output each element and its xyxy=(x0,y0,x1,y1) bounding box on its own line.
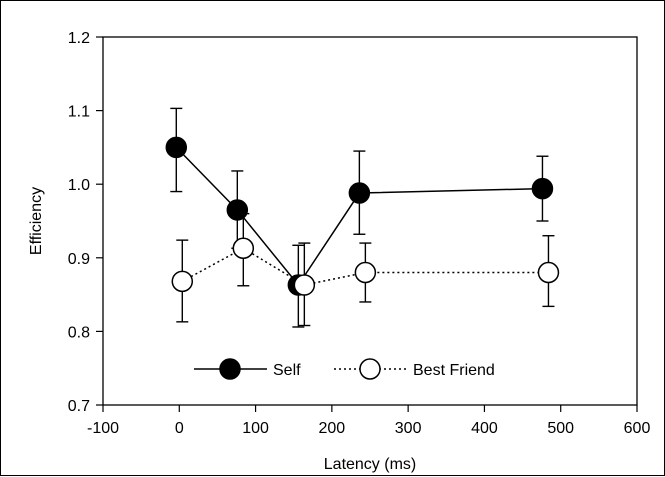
data-point xyxy=(226,199,249,221)
data-point xyxy=(537,261,560,284)
x-tick-label: 400 xyxy=(471,420,498,437)
legend-label: Self xyxy=(273,362,301,379)
plot-frame xyxy=(102,36,638,406)
data-point xyxy=(293,274,316,296)
series-self xyxy=(165,107,554,328)
x-tick-label: 600 xyxy=(624,420,651,437)
y-tick-label: 0.7 xyxy=(68,398,90,415)
data-point xyxy=(348,182,371,204)
legend-marker xyxy=(359,358,381,380)
data-point xyxy=(232,237,255,259)
y-axis: 0.7 0.8 0.9 1.0 1.1 1.2 xyxy=(68,30,103,415)
series-best-friend xyxy=(171,212,560,327)
y-tick-label: 0.9 xyxy=(68,251,90,268)
series-layer xyxy=(165,107,560,328)
x-tick-label: 300 xyxy=(395,420,422,437)
x-tick-label: -100 xyxy=(87,420,119,437)
x-tick-label: 500 xyxy=(547,420,574,437)
y-axis-title: Efficiency xyxy=(28,187,45,255)
y-tick-label: 1.0 xyxy=(68,177,90,194)
x-tick-label: 200 xyxy=(319,420,346,437)
plot-border xyxy=(102,36,638,406)
legend-marker xyxy=(219,358,241,380)
data-point xyxy=(165,136,188,159)
y-tick-label: 0.8 xyxy=(68,324,90,341)
x-axis-title: Latency (ms) xyxy=(324,456,416,473)
legend-label: Best Friend xyxy=(413,362,495,379)
data-point xyxy=(531,177,554,200)
y-tick-label: 1.2 xyxy=(68,30,90,47)
data-point xyxy=(354,261,377,284)
x-axis: -100 0 100 200 300 400 500 600 xyxy=(87,405,650,437)
x-tick-label: 0 xyxy=(175,420,184,437)
data-point xyxy=(171,270,194,293)
x-tick-label: 100 xyxy=(242,420,269,437)
legend-entry-best-friend: Best Friend xyxy=(334,358,495,380)
y-tick-label: 1.1 xyxy=(68,104,90,121)
legend: Self Best Friend xyxy=(194,358,495,380)
legend-entry-self: Self xyxy=(194,358,301,380)
